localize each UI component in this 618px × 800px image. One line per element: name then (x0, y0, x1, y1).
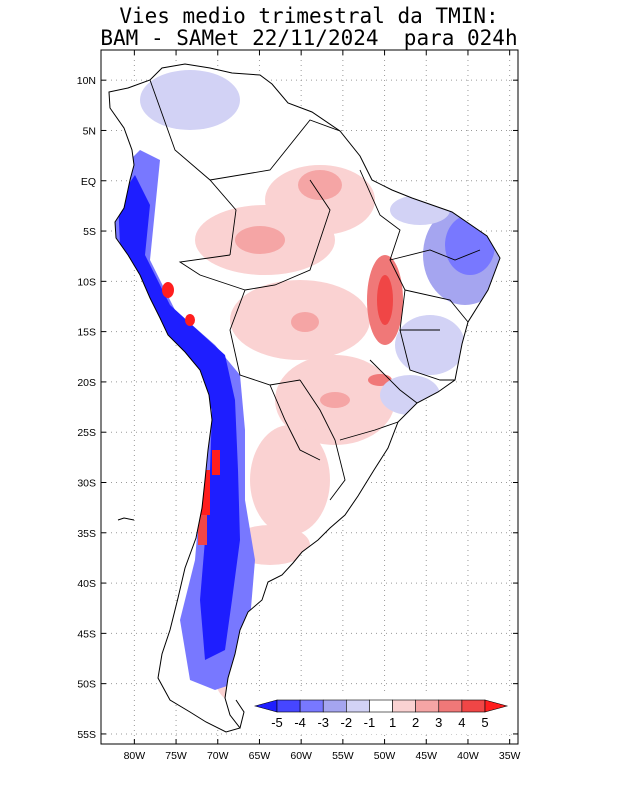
y-tick-label: 5N (83, 125, 96, 137)
colorbar-segment (461, 699, 486, 713)
bias-field (108, 63, 501, 733)
border-line (209, 119, 341, 181)
bias-patch-hot (198, 515, 207, 545)
colorbar-label: -5 (271, 715, 283, 730)
bias-patch-warm-strong (320, 392, 350, 408)
y-tick-label: 25S (77, 427, 96, 439)
border-line (178, 254, 246, 291)
island-outline (235, 699, 245, 729)
y-tick-label: 40S (77, 578, 96, 590)
y-tick-label: 10N (77, 75, 96, 87)
y-tick-label: 30S (77, 477, 96, 489)
border-line (369, 359, 418, 404)
bias-patch-warm-strong (235, 226, 285, 254)
map-title-line1: Vies medio trimestral da TMIN: (119, 4, 499, 28)
coastline (108, 63, 501, 733)
x-tick-label: 65W (249, 750, 271, 762)
border-line (399, 329, 455, 381)
country-borders (149, 79, 481, 501)
x-tick-label: 40W (457, 750, 479, 762)
y-tick-label: 5S (83, 226, 96, 238)
colorbar-label: 1 (389, 715, 396, 730)
x-tick-label: 60W (290, 750, 312, 762)
colorbar-segment (346, 699, 370, 713)
y-tick-label: 45S (77, 628, 96, 640)
bias-patch-hot (200, 470, 210, 515)
y-tick-label: 15S (77, 327, 96, 339)
y-tick-label: 55S (77, 729, 96, 741)
x-tick-label: 50W (374, 750, 396, 762)
bias-patch-warm-strong (298, 170, 342, 200)
y-tick-label: 10S (77, 276, 96, 288)
bias-patch-hot (162, 282, 174, 298)
colorbar-label: -3 (317, 715, 329, 730)
x-tick-label: 80W (124, 750, 146, 762)
x-tick-label: 35W (499, 750, 521, 762)
x-tick-label: 75W (165, 750, 187, 762)
y-tick-label: 20S (77, 377, 96, 389)
x-tick-label: 45W (415, 750, 437, 762)
colorbar-label: -4 (294, 715, 306, 730)
bias-patch-hot (212, 450, 220, 475)
bias-patch-warm (250, 425, 330, 535)
y-tick-label: 50S (77, 679, 96, 691)
colorbar-segment (322, 699, 347, 713)
bias-patch-hot (377, 275, 393, 325)
colorbar-segment (438, 699, 463, 713)
colorbar-segment (299, 699, 324, 713)
bias-patch-warm-strong (291, 312, 319, 332)
y-tick-label: EQ (81, 176, 96, 188)
colorbar-arrow-high (484, 699, 509, 713)
map-title-line2: BAM - SAMet 22/11/2024 para 024h (100, 26, 518, 50)
axis-ticks: 80W 75W 70W 65W 60W 55W 50W 45W 40W 35W 10N 5N EQ 5S 1… (77, 50, 521, 762)
colorbar-segment (415, 699, 440, 713)
x-tick-label: 55W (332, 750, 354, 762)
bias-patch-cold (140, 70, 240, 130)
colorbar-label: 5 (481, 715, 488, 730)
border-line (269, 384, 321, 461)
colorbar-label: -1 (364, 715, 376, 730)
colorbar-label: 4 (458, 715, 465, 730)
colorbar-label: -2 (341, 715, 353, 730)
colorbar-label: 2 (412, 715, 419, 730)
colorbar-label: 3 (435, 715, 442, 730)
bias-patch-cold (395, 315, 465, 375)
island-outline (117, 517, 135, 521)
colorbar: -5 -4 -3 -2 -1 1 2 3 4 5 (250, 694, 512, 734)
border-line (244, 179, 331, 291)
border-line (339, 421, 399, 441)
border-line (229, 289, 301, 386)
x-tick-label: 70W (207, 750, 229, 762)
colorbar-segment (369, 699, 393, 713)
colorbar-segment (276, 699, 301, 713)
border-line (299, 379, 346, 501)
bias-patch-hot (185, 314, 195, 326)
colorbar-segment (392, 699, 416, 713)
border-line (389, 249, 481, 261)
y-tick-label: 35S (77, 528, 96, 540)
border-line (404, 289, 469, 323)
